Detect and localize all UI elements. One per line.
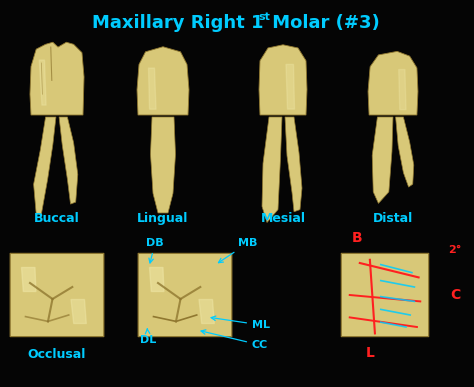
Text: Molar (#3): Molar (#3) — [266, 14, 380, 32]
Text: st: st — [258, 12, 270, 22]
Polygon shape — [34, 117, 56, 214]
Text: CC: CC — [201, 330, 268, 350]
Polygon shape — [368, 51, 418, 115]
FancyBboxPatch shape — [138, 253, 232, 337]
Polygon shape — [285, 117, 302, 212]
FancyBboxPatch shape — [341, 253, 428, 337]
Polygon shape — [396, 117, 414, 187]
Text: 2°: 2° — [448, 245, 462, 255]
Text: Occlusal: Occlusal — [28, 348, 86, 361]
Polygon shape — [30, 42, 84, 115]
Text: Buccal: Buccal — [34, 212, 80, 225]
Text: Distal: Distal — [373, 212, 413, 225]
Text: C: C — [450, 288, 460, 302]
Text: L: L — [365, 346, 374, 360]
Polygon shape — [259, 45, 307, 115]
Polygon shape — [372, 117, 393, 204]
Text: Mesial: Mesial — [261, 212, 306, 225]
FancyBboxPatch shape — [10, 253, 104, 337]
Text: Maxillary Right 1: Maxillary Right 1 — [92, 14, 264, 32]
Polygon shape — [59, 117, 78, 204]
Text: ML: ML — [211, 316, 270, 330]
Text: MB: MB — [219, 238, 258, 263]
Text: Lingual: Lingual — [137, 212, 189, 225]
Text: DB: DB — [146, 238, 164, 263]
Text: DL: DL — [140, 329, 156, 345]
Polygon shape — [137, 47, 189, 115]
Polygon shape — [151, 117, 175, 213]
Text: B: B — [352, 231, 362, 245]
Polygon shape — [262, 117, 282, 223]
